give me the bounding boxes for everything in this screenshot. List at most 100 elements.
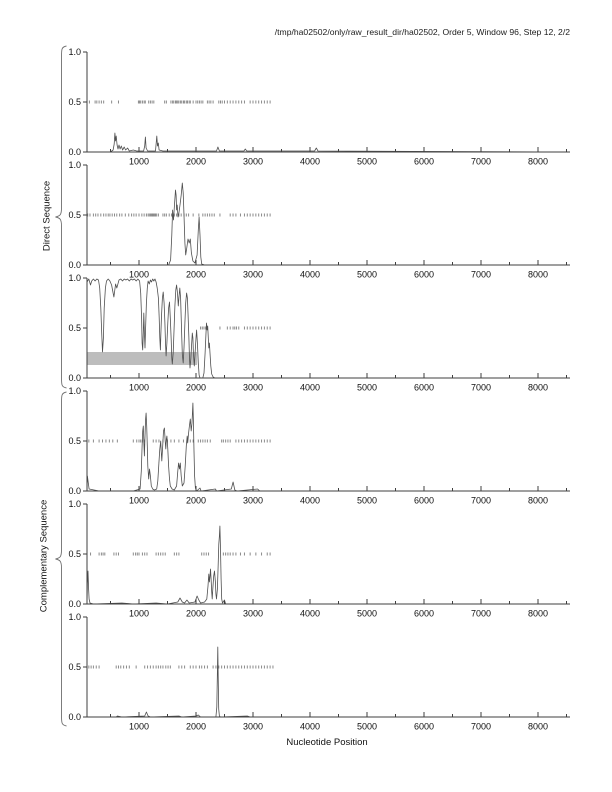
y-tick-label: 0.0 xyxy=(68,486,81,496)
probability-curve xyxy=(86,278,567,379)
x-tick-label: 4000 xyxy=(300,609,320,619)
x-tick-label: 4000 xyxy=(300,383,320,393)
y-tick-label: 0.0 xyxy=(68,147,81,157)
x-tick-label: 2000 xyxy=(186,270,206,280)
probability-curve xyxy=(87,182,567,266)
probability-curve xyxy=(87,132,567,153)
x-tick-label: 1000 xyxy=(129,157,149,167)
panel-direct-2: 0.0 0.5 1.0 1000 2000 3000 4000 5000 6000 7000 800… xyxy=(68,160,570,280)
coding-marks xyxy=(200,326,271,330)
x-tick-label: 6000 xyxy=(414,383,434,393)
x-tick-label: 1000 xyxy=(129,496,149,506)
x-tick-label: 1000 xyxy=(129,609,149,619)
coding-marks xyxy=(88,665,274,669)
panel-complementary-1: 0.0 0.5 1.0 1000 2000 3000 4000 5000 6000 7000 800… xyxy=(68,386,570,506)
tick-labels: 0.0 0.5 1.0 1000 2000 3000 4000 5000 6000 7000 800… xyxy=(68,612,548,731)
x-tick-label: 3000 xyxy=(243,496,263,506)
y-tick-label: 0.5 xyxy=(68,549,81,559)
x-tick-label: 7000 xyxy=(471,609,491,619)
direct-sequence-label: Direct Sequence xyxy=(41,180,53,252)
x-tick-label: 2000 xyxy=(186,609,206,619)
x-tick-label: 6000 xyxy=(414,609,434,619)
panel-direct-3: 0.0 0.5 1.0 1000 2000 3000 4000 5000 6000 7000 800… xyxy=(68,273,570,393)
x-tick-label: 1000 xyxy=(129,383,149,393)
y-tick-label: 0.5 xyxy=(68,323,81,333)
x-tick-label: 5000 xyxy=(357,157,377,167)
x-tick-label: 8000 xyxy=(528,496,548,506)
coding-marks xyxy=(90,552,271,556)
x-tick-label: 2000 xyxy=(186,722,206,732)
x-tick-label: 3000 xyxy=(243,157,263,167)
x-tick-label: 4000 xyxy=(300,722,320,732)
x-tick-label: 6000 xyxy=(414,496,434,506)
x-tick-label: 2000 xyxy=(186,383,206,393)
x-tick-label: 7000 xyxy=(471,383,491,393)
tick-labels: 0.0 0.5 1.0 1000 2000 3000 4000 5000 6000 7000 800… xyxy=(68,499,548,618)
predicted-region-bar xyxy=(87,352,198,365)
x-tick-label: 1000 xyxy=(129,722,149,732)
coding-marks xyxy=(88,439,271,443)
x-tick-label: 8000 xyxy=(528,722,548,732)
x-tick-label: 7000 xyxy=(471,722,491,732)
tick-labels: 0.0 0.5 1.0 1000 2000 3000 4000 5000 6000 7000 800… xyxy=(68,273,548,392)
y-tick-label: 0.5 xyxy=(68,436,81,446)
y-tick-label: 1.0 xyxy=(68,612,81,622)
x-tick-label: 7000 xyxy=(471,496,491,506)
plot-title: /tmp/ha02502/only/raw_result_dir/ha02502… xyxy=(274,27,570,37)
panel-complementary-3: 0.0 0.5 1.0 1000 2000 3000 4000 5000 6000 7000 800… xyxy=(68,612,570,732)
x-axis-title: Nucleotide Position xyxy=(286,737,368,748)
x-tick-label: 7000 xyxy=(471,270,491,280)
x-tick-label: 5000 xyxy=(357,609,377,619)
direct-brace xyxy=(55,45,67,389)
x-tick-label: 5000 xyxy=(357,383,377,393)
x-tick-label: 8000 xyxy=(528,270,548,280)
x-tick-label: 3000 xyxy=(243,609,263,619)
y-tick-label: 1.0 xyxy=(68,47,81,57)
y-tick-label: 0.0 xyxy=(68,373,81,383)
x-tick-label: 6000 xyxy=(414,157,434,167)
y-tick-label: 1.0 xyxy=(68,160,81,170)
x-tick-label: 8000 xyxy=(528,383,548,393)
tick-labels: 0.0 0.5 1.0 1000 2000 3000 4000 5000 6000 7000 800… xyxy=(68,47,548,166)
x-tick-label: 5000 xyxy=(357,270,377,280)
y-tick-label: 0.5 xyxy=(68,97,81,107)
y-tick-label: 0.5 xyxy=(68,210,81,220)
panel-complementary-2: 0.0 0.5 1.0 1000 2000 3000 4000 5000 6000 7000 800… xyxy=(68,499,570,619)
axes xyxy=(83,503,570,605)
probability-curve xyxy=(86,525,567,605)
y-tick-label: 0.0 xyxy=(68,712,81,722)
complementary-sequence-label: Complementary Sequence xyxy=(38,499,50,613)
coding-marks xyxy=(88,100,271,104)
x-tick-label: 2000 xyxy=(186,496,206,506)
y-tick-label: 0.5 xyxy=(68,662,81,672)
y-tick-label: 1.0 xyxy=(68,273,81,283)
x-tick-label: 8000 xyxy=(528,157,548,167)
complementary-brace xyxy=(55,391,67,727)
x-tick-label: 3000 xyxy=(243,270,263,280)
axes xyxy=(83,390,570,492)
y-tick-label: 1.0 xyxy=(68,386,81,396)
tick-labels: 0.0 0.5 1.0 1000 2000 3000 4000 5000 6000 7000 800… xyxy=(68,160,548,279)
x-tick-label: 6000 xyxy=(414,270,434,280)
axes xyxy=(83,164,570,266)
y-tick-label: 1.0 xyxy=(68,499,81,509)
axes xyxy=(83,277,570,379)
coding-marks xyxy=(87,213,271,217)
x-tick-label: 1000 xyxy=(129,270,149,280)
probability-curve xyxy=(86,402,567,492)
x-tick-label: 3000 xyxy=(243,722,263,732)
y-tick-label: 0.0 xyxy=(68,260,81,270)
axes xyxy=(83,616,570,718)
x-tick-label: 5000 xyxy=(357,722,377,732)
probability-curve xyxy=(87,646,567,718)
x-tick-label: 4000 xyxy=(300,157,320,167)
x-tick-label: 7000 xyxy=(471,157,491,167)
x-tick-label: 8000 xyxy=(528,609,548,619)
x-tick-label: 3000 xyxy=(243,383,263,393)
x-tick-label: 5000 xyxy=(357,496,377,506)
tick-labels: 0.0 0.5 1.0 1000 2000 3000 4000 5000 6000 7000 800… xyxy=(68,386,548,505)
x-tick-label: 4000 xyxy=(300,270,320,280)
panel-direct-1: 0.0 0.5 1.0 1000 2000 3000 4000 5000 6000 7000 800… xyxy=(68,47,570,167)
